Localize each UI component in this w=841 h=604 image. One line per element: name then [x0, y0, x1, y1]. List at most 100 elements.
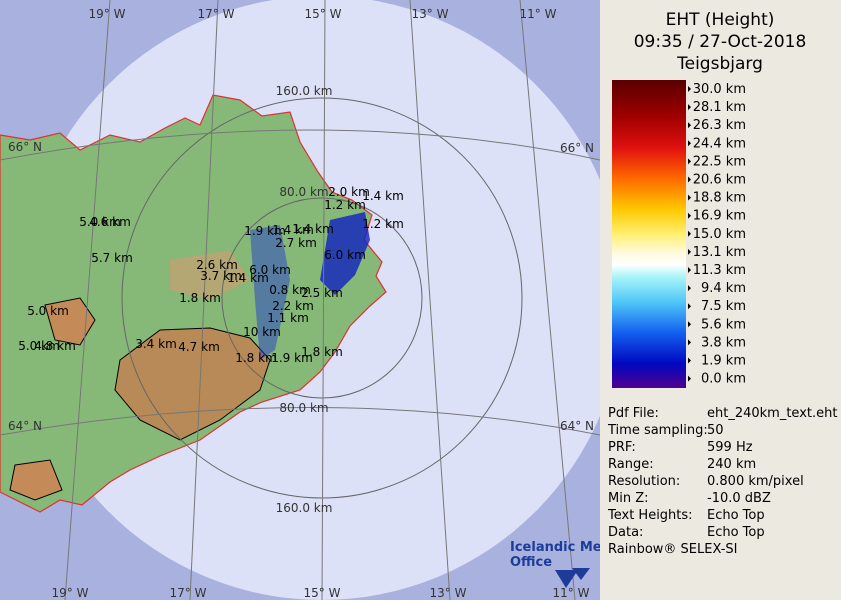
info-value: 50 [707, 423, 724, 438]
echo-top-label: 5.7 km [91, 251, 133, 265]
legend-tick [688, 248, 691, 255]
highland [170, 250, 250, 300]
longitude-label: 13° W [412, 7, 449, 21]
map: 19° W 17° W 15° W 13° W 11° W 19° W 17° W 15° W… [0, 0, 608, 600]
echo-top-label: 1.8 km [235, 351, 277, 365]
echo-top-label: 2.2 km [272, 299, 314, 313]
longitude-label: 15° W [304, 586, 341, 600]
legend-label: 22.5 km [693, 154, 746, 169]
echo-top-label: 10 km [243, 325, 281, 339]
info-value: eht_240km_text.eht [707, 406, 837, 421]
echo-top-label: 1.2 km [362, 217, 404, 231]
longitude-label: 13° W [430, 586, 467, 600]
echo-top-label: 4.6 km [89, 215, 131, 229]
legend-label: 3.8 km [701, 335, 746, 350]
radar-echo [320, 212, 370, 295]
echo-top-label: 1.8 km [301, 345, 343, 359]
latitude-label: 64° N [8, 419, 42, 433]
echo-top-label: 4.8 km [34, 339, 76, 353]
legend-tick [688, 122, 691, 129]
echo-top-label: 1.9 km [271, 351, 313, 365]
info-key: Range: [608, 457, 654, 472]
legend-label: 16.9 km [693, 209, 746, 224]
title: Teigsbjarg [676, 54, 763, 74]
info-key: PRF: [608, 440, 636, 455]
echo-top-label: 2.5 km [301, 286, 343, 300]
longitude-label: 17° W [198, 7, 235, 21]
info-key: Time sampling: [607, 423, 708, 438]
info-key: Resolution: [608, 474, 680, 489]
echo-top-label: 3.7 km [200, 269, 242, 283]
longitude-label: 11° W [520, 7, 557, 21]
land [0, 94, 387, 513]
legend-label: 0.0 km [701, 372, 746, 387]
radar-echo [250, 225, 290, 360]
echo-top-label: 3.4 km [135, 337, 177, 351]
longitude-label: 11° W [553, 586, 590, 600]
legend-label: 9.4 km [701, 281, 746, 296]
echo-top-label: 6.0 km [324, 248, 366, 262]
longitude-label: 15° W [305, 7, 342, 21]
legend-tick [688, 104, 691, 111]
echo-top-label: 4.7 km [178, 340, 220, 354]
glacier [114, 327, 271, 441]
legend-label: 30.0 km [693, 82, 746, 97]
echo-top-label: 6.0 km [249, 263, 291, 277]
echo-top-label: 0.8 km [269, 283, 311, 297]
legend-label: 24.4 km [693, 136, 746, 151]
info-footer: Rainbow® SELEX-SI [608, 542, 738, 557]
range-label: 160.0 km [276, 501, 333, 515]
info-value: Echo Top [707, 508, 765, 523]
legend-tick [688, 194, 691, 201]
legend-label: 20.6 km [693, 173, 746, 188]
legend-tick [688, 230, 691, 237]
graticule [0, 0, 600, 600]
info-value: 0.800 km/pixel [707, 474, 804, 489]
legend-tick [688, 285, 691, 292]
longitude-label: 19° W [52, 586, 89, 600]
echo-top-label: 1.1 km [267, 311, 309, 325]
info-value: 240 km [707, 457, 756, 472]
glacier [9, 459, 63, 501]
color-bar [612, 80, 686, 388]
legend-label: 26.3 km [693, 118, 746, 133]
echo-top-label: 2.7 km [275, 236, 317, 250]
legend-tick [688, 339, 691, 346]
echo-top-label: 1.4 km [362, 189, 404, 203]
echo-top-label: 2.6 km [196, 258, 238, 272]
range-label: 80.0 km [279, 185, 328, 199]
longitude-label: 19° W [89, 7, 126, 21]
info-key: Pdf File: [608, 406, 659, 421]
info-key: Min Z: [608, 491, 649, 506]
range-label: 80.0 km [279, 401, 328, 415]
latitude-label: 64° N [560, 419, 594, 433]
info-value: Echo Top [707, 525, 765, 540]
echo-top-label: 5.0 km [79, 215, 121, 229]
range-label: 160.0 km [276, 84, 333, 98]
echo-top-label: 2.0 km [328, 185, 370, 199]
echo-top-label: 1.2 km [324, 198, 366, 212]
echo-top-label: 1.4 km [272, 223, 314, 237]
title: EHT (Height) [666, 10, 775, 30]
glacier [44, 297, 96, 346]
legend-tick [688, 357, 691, 364]
echo-top-label: 1.4 km [227, 271, 269, 285]
legend-tick [688, 303, 691, 310]
legend-label: 11.3 km [693, 263, 746, 278]
echo-top-label: 1.4 km [292, 222, 334, 236]
legend-tick [688, 267, 691, 273]
latitude-label: 66° N [560, 141, 594, 155]
legend-label: 5.6 km [701, 317, 746, 332]
legend-label: 15.0 km [693, 227, 746, 242]
info-value: -10.0 dBZ [707, 491, 771, 506]
legend-tick [688, 375, 691, 382]
logo-text: Office [510, 555, 552, 570]
range-ring [121, 97, 523, 499]
echo-top-label: 1.9 km [244, 224, 286, 238]
legend-tick [688, 212, 691, 219]
info-key: Data: [608, 525, 643, 540]
legend-label: 28.1 km [693, 100, 746, 115]
logo-text: Icelandic Met [510, 540, 608, 555]
legend-tick [688, 158, 691, 165]
